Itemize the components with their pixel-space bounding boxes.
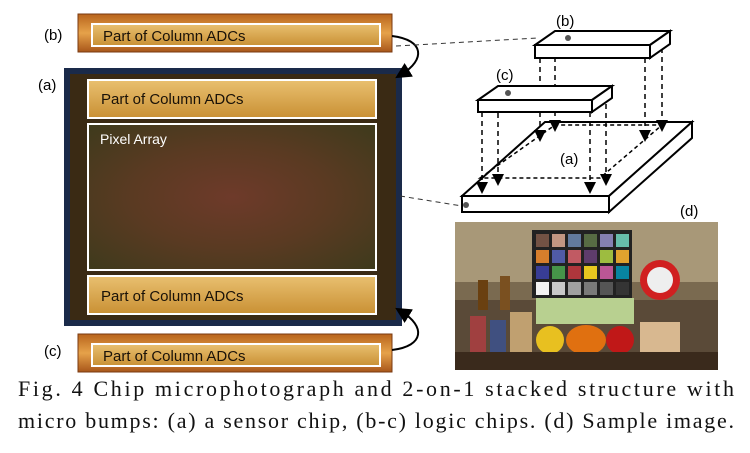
panel-label: (c) (44, 343, 62, 360)
color-patch (568, 282, 581, 295)
color-patch (600, 250, 613, 263)
color-patch (536, 234, 549, 247)
color-patch (584, 266, 597, 279)
arrow (391, 307, 420, 351)
color-patch (568, 266, 581, 279)
sensor-chip: Part of Column ADCs Pixel Array Part of … (38, 68, 402, 326)
color-patch (552, 234, 565, 247)
color-patch (552, 282, 565, 295)
color-patch (600, 266, 613, 279)
panel-label: (b) (44, 27, 62, 44)
color-patch (536, 250, 549, 263)
sample-image (455, 222, 718, 370)
color-patch (616, 266, 629, 279)
arrow (391, 35, 420, 79)
adc-label: Part of Column ADCs (103, 348, 246, 365)
color-patch (616, 282, 629, 295)
color-patch (584, 282, 597, 295)
connector (399, 195, 463, 207)
color-patch (584, 250, 597, 263)
color-patch (616, 234, 629, 247)
adc-label: Part of Column ADCs (103, 28, 246, 45)
color-patch (600, 234, 613, 247)
connector (395, 37, 539, 47)
caption-line: micro bumps: (a) a sensor chip, (b-c) lo… (18, 408, 734, 433)
color-patch (552, 266, 565, 279)
panel-label: (a) (560, 151, 578, 168)
panel-label: (c) (496, 67, 514, 84)
strip-b: Part of Column ADCs (b) (44, 13, 393, 53)
color-patch (584, 234, 597, 247)
strip-c: Part of Column ADCs (c) (44, 333, 393, 373)
panel-label: (a) (38, 77, 56, 94)
color-patch (568, 234, 581, 247)
color-patch (552, 250, 565, 263)
stack-diagram (459, 29, 695, 215)
adc-label: Part of Column ADCs (101, 288, 244, 305)
color-patch (536, 282, 549, 295)
color-patch (568, 250, 581, 263)
color-patch (600, 282, 613, 295)
adc-label: Part of Column ADCs (101, 91, 244, 108)
color-patch (616, 250, 629, 263)
panel-label: (d) (680, 203, 698, 220)
pixel-array-label: Pixel Array (100, 131, 167, 147)
color-patch (536, 266, 549, 279)
panel-label: (b) (556, 13, 574, 30)
caption-line: Fig. 4 Chip microphotograph and 2-on-1 s… (18, 376, 734, 401)
